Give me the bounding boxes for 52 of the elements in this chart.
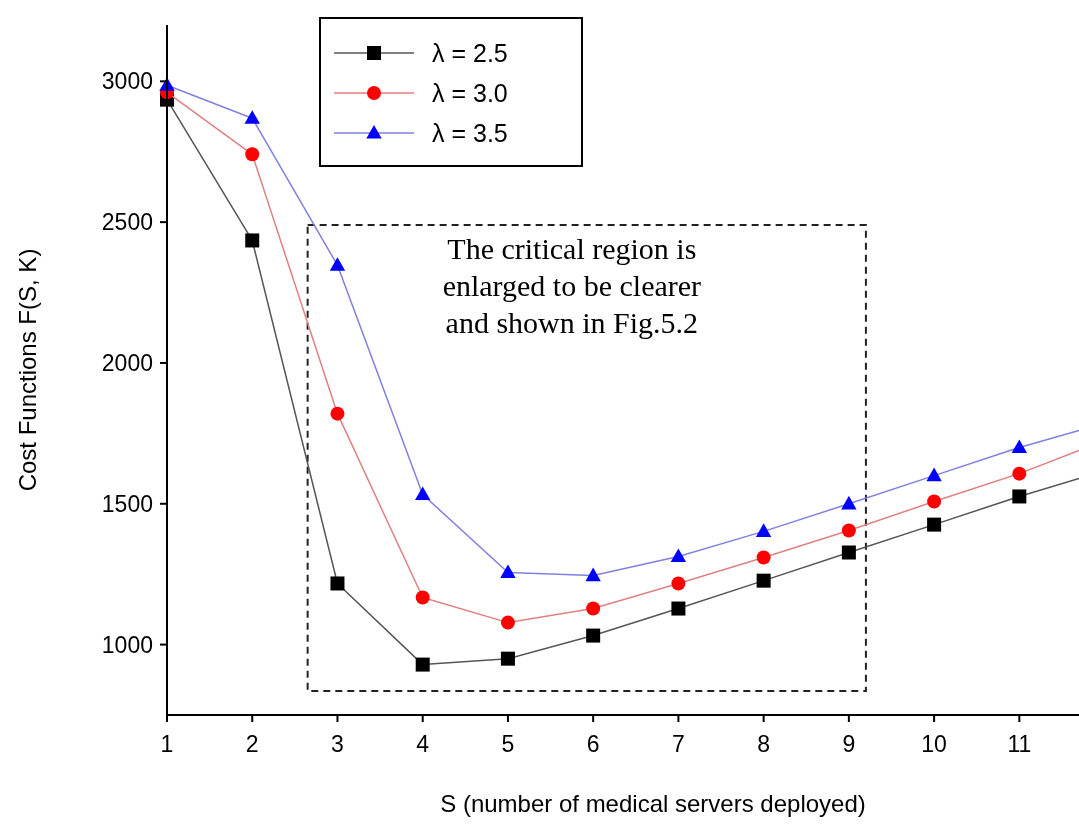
- y-tick-label: 2500: [101, 209, 153, 236]
- point: [756, 550, 771, 565]
- y-tick-label: 3000: [101, 68, 153, 95]
- x-tick-label: 2: [245, 731, 259, 757]
- x-tick-label: 10: [921, 731, 947, 757]
- x-tick-label: 6: [586, 731, 600, 757]
- point: [586, 628, 601, 643]
- point: [244, 110, 260, 124]
- x-axis-title: S (number of medical servers deployed): [440, 790, 866, 817]
- point: [755, 523, 772, 537]
- point: [245, 147, 260, 162]
- y-tick-label: 1000: [101, 631, 153, 658]
- x-tick-label: 9: [842, 731, 856, 757]
- x-tick-label: 8: [757, 731, 771, 757]
- point: [585, 567, 601, 582]
- x-tick-label: 11: [1007, 731, 1032, 757]
- annotation: The critical region is enlarged to be clearer and shown in Fig.5.2: [442, 231, 702, 339]
- y-axis-title: Cost Functions F(S, K): [14, 248, 41, 492]
- point: [671, 576, 686, 591]
- point: [1012, 489, 1027, 504]
- point: [927, 494, 942, 509]
- legend-label: λ = 3.5: [432, 119, 508, 147]
- point: [841, 523, 856, 538]
- x-tick-label: 1: [160, 731, 174, 757]
- y-tick-label: 1500: [101, 490, 153, 517]
- point: [841, 495, 857, 510]
- point: [330, 576, 345, 591]
- x-tick-label: 3: [331, 731, 344, 757]
- point: [1011, 439, 1028, 454]
- x-tick-label: 5: [501, 731, 515, 757]
- legend-label: λ = 2.5: [432, 39, 508, 67]
- x-tick-label: 7: [672, 731, 685, 757]
- legend-label: λ = 3.0: [432, 79, 508, 107]
- point: [927, 517, 942, 532]
- y-tick-label: 2000: [101, 349, 153, 376]
- point: [586, 601, 601, 616]
- point: [500, 651, 515, 666]
- point: [329, 257, 346, 271]
- point: [671, 601, 686, 616]
- point: [1012, 466, 1027, 481]
- point: [415, 486, 431, 501]
- point: [500, 564, 516, 579]
- point: [330, 406, 345, 421]
- x-tick-label: 4: [416, 731, 430, 757]
- point: [500, 615, 515, 630]
- point: [415, 590, 430, 605]
- point: [245, 233, 260, 248]
- point: [756, 573, 771, 588]
- point: [415, 657, 430, 672]
- point: [670, 548, 687, 563]
- point: [841, 545, 856, 560]
- point: [926, 467, 942, 482]
